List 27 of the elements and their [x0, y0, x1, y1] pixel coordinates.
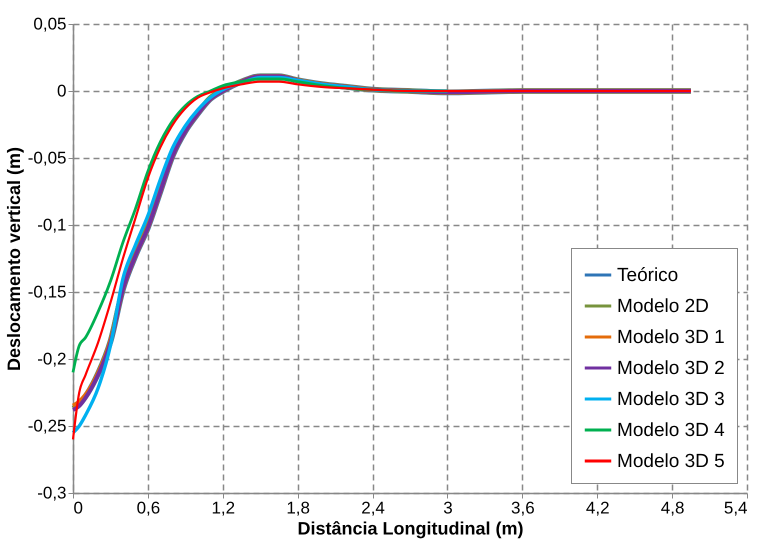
legend-label: Modelo 3D 2 [617, 358, 725, 379]
x-tick-label: 5,4 [724, 498, 748, 518]
legend-label: Modelo 3D 3 [617, 389, 725, 410]
x-tick-label: 0 [74, 498, 83, 518]
x-tick-label: 1,2 [211, 498, 236, 518]
y-tick-label: -0,25 [28, 416, 66, 436]
legend-label: Modelo 2D [617, 296, 709, 317]
y-tick-label: -0,15 [28, 282, 66, 302]
x-tick-label: 2,4 [361, 498, 385, 518]
legend-label: Modelo 3D 4 [617, 420, 726, 441]
legend-label: Modelo 3D 5 [617, 451, 725, 472]
x-tick-label: 0,6 [136, 498, 160, 518]
x-tick-label: 1,8 [286, 498, 310, 518]
x-axis-title: Distância Longitudinal (m) [297, 518, 524, 538]
y-tick-label: 0 [57, 82, 66, 100]
y-tick-label: 0,05 [33, 14, 66, 34]
x-tick-label: 3,6 [511, 498, 535, 518]
x-tick-label: 4,2 [586, 498, 610, 518]
y-tick-label: -0,3 [37, 484, 66, 502]
y-tick-label: -0,1 [37, 216, 66, 234]
y-axis-title: Deslocamento vertical (m) [4, 146, 24, 372]
x-tick-label: 4,8 [660, 498, 684, 518]
legend-label: Teórico [617, 265, 678, 286]
legend-label: Modelo 3D 1 [617, 327, 725, 348]
x-tick-label: 3 [443, 498, 453, 518]
y-tick-label: -0,05 [28, 148, 66, 168]
y-tick-label: -0,2 [37, 350, 66, 368]
